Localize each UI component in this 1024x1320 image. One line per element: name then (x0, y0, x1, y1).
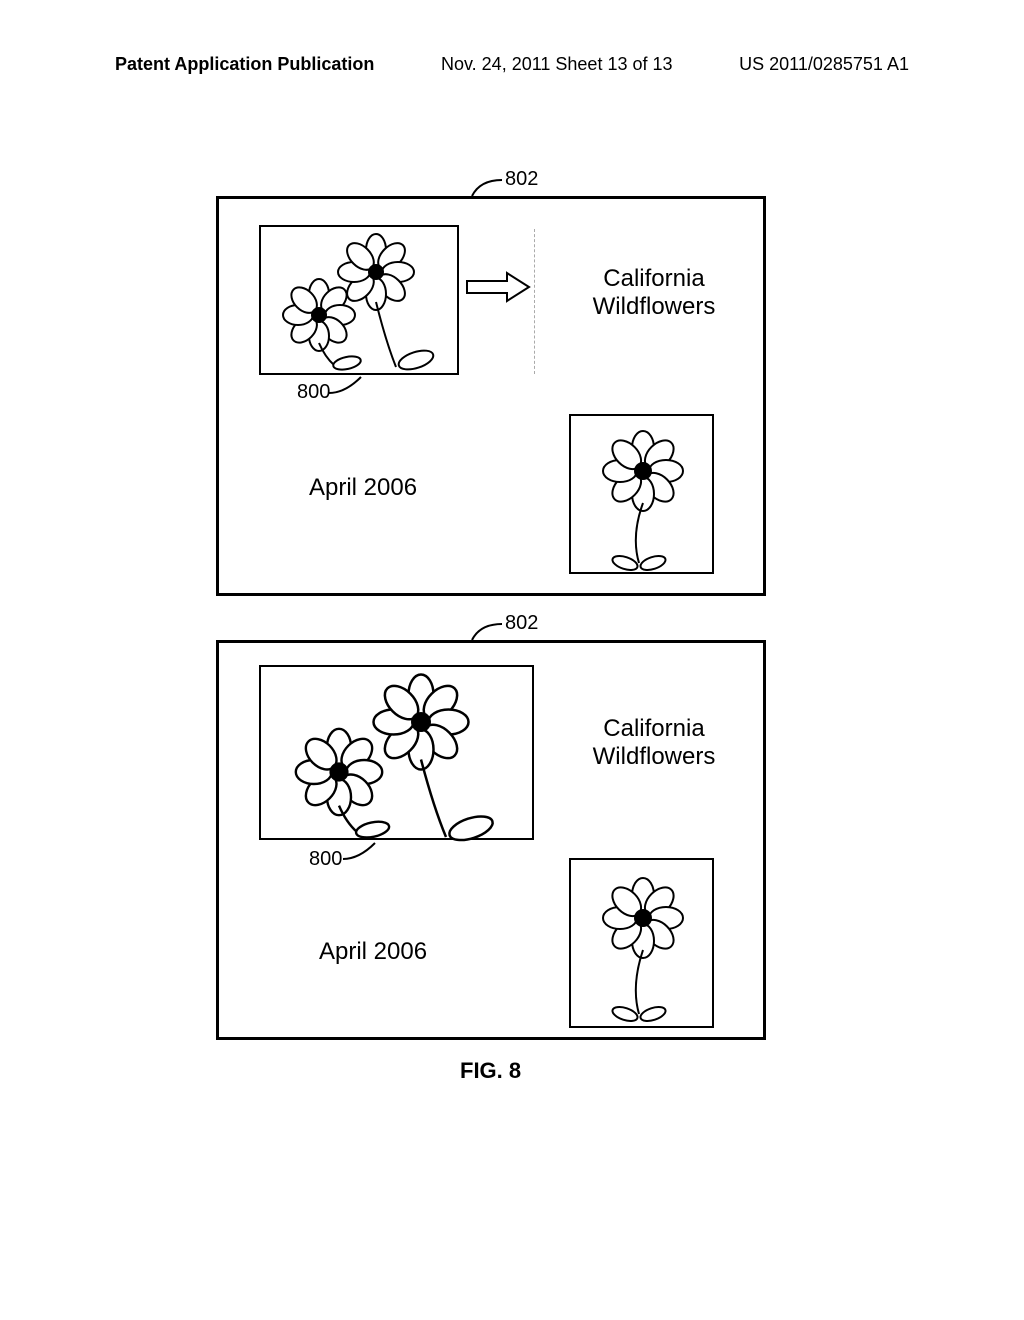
photo-box-top-left (259, 225, 459, 375)
header-left: Patent Application Publication (115, 54, 374, 75)
lead-800-bottom (341, 841, 377, 861)
lead-802-top (470, 176, 504, 198)
page-header: Patent Application Publication Nov. 24, … (0, 54, 1024, 75)
panel-bottom: California Wildflowers 800 April 2006 (216, 640, 766, 1040)
photo-box-top-right (569, 414, 714, 574)
title-line1: California (603, 265, 704, 292)
ref-802-bottom: 802 (505, 612, 538, 635)
date-top: April 2006 (309, 474, 417, 502)
two-flowers-large-icon (261, 667, 536, 842)
title-line1-b: California (603, 715, 704, 742)
move-arrow-icon (463, 269, 533, 305)
ref-800-top: 800 (297, 381, 330, 404)
two-flowers-icon (261, 227, 461, 377)
header-right: US 2011/0285751 A1 (739, 54, 909, 75)
title-line2: Wildflowers (593, 293, 716, 320)
title-line2-b: Wildflowers (593, 743, 716, 770)
single-flower-icon (571, 416, 716, 576)
ref-802-top: 802 (505, 168, 538, 191)
header-mid: Nov. 24, 2011 Sheet 13 of 13 (441, 54, 673, 75)
title-bottom: California Wildflowers (569, 715, 739, 770)
panel-top: California Wildflowers 800 April 2006 (216, 196, 766, 596)
ref-800-bottom: 800 (309, 848, 342, 871)
figure-caption: FIG. 8 (460, 1058, 521, 1084)
photo-box-bottom-right (569, 858, 714, 1028)
date-bottom: April 2006 (319, 938, 427, 966)
guide-line (534, 229, 535, 374)
photo-box-bottom-left (259, 665, 534, 840)
lead-802-bottom (470, 620, 504, 642)
title-top: California Wildflowers (569, 265, 739, 320)
single-flower-icon-b (571, 860, 716, 1030)
lead-800-top (327, 375, 363, 395)
